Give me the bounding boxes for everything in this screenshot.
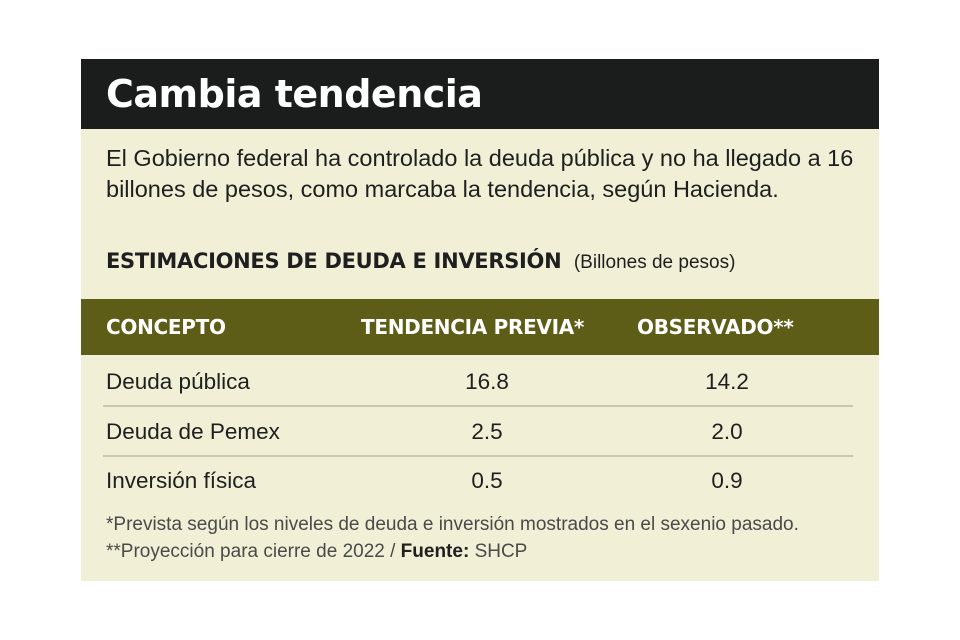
- table-row: Deuda pública 16.8 14.2: [81, 357, 879, 407]
- table-unit: (Billones de pesos): [573, 252, 736, 273]
- table-row: Deuda de Pemex 2.5 2.0: [81, 407, 879, 457]
- infographic-card: Cambia tendencia El Gobierno federal ha …: [81, 59, 879, 581]
- column-header-observado: OBSERVADO**: [637, 315, 794, 339]
- table-title: ESTIMACIONES DE DEUDA E INVERSIÓN: [106, 249, 562, 273]
- row-label: Deuda pública: [106, 369, 250, 394]
- table-heading: ESTIMACIONES DE DEUDA E INVERSIÓN (Billo…: [106, 249, 735, 274]
- source-value: SHCP: [474, 541, 528, 562]
- row-divider: [103, 455, 853, 457]
- title-bar: Cambia tendencia: [81, 59, 879, 129]
- row-label: Inversión física: [106, 468, 257, 493]
- value-tendencia-previa: 2.5: [471, 419, 503, 444]
- table-header: CONCEPTO TENDENCIA PREVIA* OBSERVADO**: [81, 299, 879, 355]
- value-observado: 14.2: [705, 369, 749, 394]
- row-label: Deuda de Pemex: [106, 419, 280, 444]
- source-label: Fuente:: [400, 541, 470, 562]
- footnote-text: *Prevista según los niveles de deuda e i…: [106, 514, 799, 562]
- table-row: Inversión física 0.5 0.9: [81, 456, 879, 506]
- column-header-concepto: CONCEPTO: [106, 315, 226, 339]
- column-header-tendencia-previa: TENDENCIA PREVIA*: [361, 315, 585, 339]
- chart-title: Cambia tendencia: [106, 72, 483, 116]
- value-tendencia-previa: 0.5: [471, 468, 503, 493]
- value-observado: 2.0: [711, 419, 743, 444]
- chart-subtitle: El Gobierno federal ha controlado la deu…: [106, 145, 854, 202]
- row-divider: [103, 405, 853, 407]
- value-observado: 0.9: [711, 468, 743, 493]
- value-tendencia-previa: 16.8: [465, 369, 509, 394]
- footnote: *Prevista según los niveles de deuda e i…: [106, 511, 866, 565]
